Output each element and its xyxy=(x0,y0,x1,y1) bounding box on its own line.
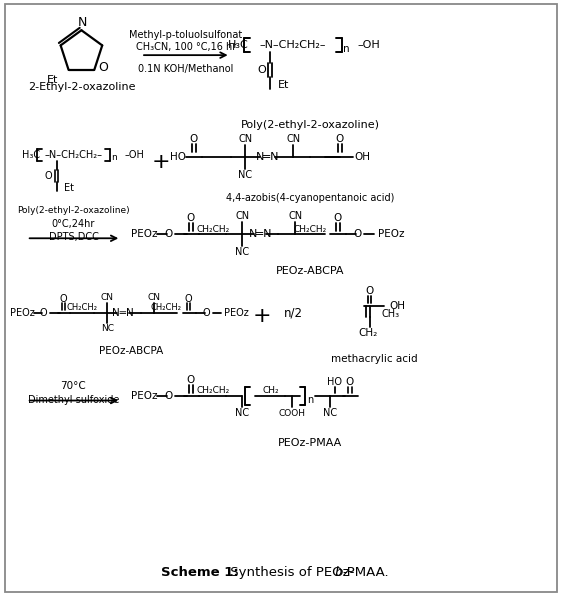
Text: Et: Et xyxy=(63,182,73,193)
Text: O: O xyxy=(40,308,48,318)
Text: CH₂: CH₂ xyxy=(262,386,279,395)
Text: –OH: –OH xyxy=(124,150,144,160)
Text: PEOz-ABCPA: PEOz-ABCPA xyxy=(99,346,163,356)
Text: CN: CN xyxy=(148,293,160,302)
Text: CH₂CH₂: CH₂CH₂ xyxy=(196,386,229,395)
Text: NC: NC xyxy=(323,408,337,418)
Text: O: O xyxy=(45,170,52,181)
Text: PEOz: PEOz xyxy=(131,390,158,401)
Text: –OH: –OH xyxy=(358,40,380,50)
Text: CN: CN xyxy=(101,293,114,302)
Text: b: b xyxy=(335,566,343,579)
Text: NC: NC xyxy=(101,324,114,333)
Text: N═N: N═N xyxy=(256,151,279,162)
Text: 4,4-azobis(4-cyanopentanoic acid): 4,4-azobis(4-cyanopentanoic acid) xyxy=(226,194,394,203)
Text: NC: NC xyxy=(238,170,252,179)
Text: Scheme 1:: Scheme 1: xyxy=(161,566,239,579)
Text: OH: OH xyxy=(355,151,371,162)
Text: O: O xyxy=(165,390,173,401)
Text: 0.1N KOH/Methanol: 0.1N KOH/Methanol xyxy=(138,64,233,74)
Text: CN: CN xyxy=(288,212,302,221)
Text: PEOz-ABCPA: PEOz-ABCPA xyxy=(276,266,344,276)
Text: CN: CN xyxy=(236,212,250,221)
Text: NC: NC xyxy=(236,408,250,418)
Text: H₃C: H₃C xyxy=(228,40,249,50)
Text: O: O xyxy=(59,294,67,304)
Text: COOH: COOH xyxy=(279,409,306,418)
Text: PEOz-PMAA: PEOz-PMAA xyxy=(278,438,342,448)
Text: O: O xyxy=(353,229,362,240)
Text: PEOz: PEOz xyxy=(224,308,249,318)
Text: O: O xyxy=(185,294,192,304)
Text: CH₂: CH₂ xyxy=(358,328,378,338)
Text: N: N xyxy=(78,15,87,29)
Text: O: O xyxy=(165,229,173,240)
Text: O: O xyxy=(187,375,195,384)
Text: Methyl-p-toluolsulfonat: Methyl-p-toluolsulfonat xyxy=(129,30,242,41)
Text: methacrylic acid: methacrylic acid xyxy=(332,353,418,364)
Text: Synthesis of PEOz-: Synthesis of PEOz- xyxy=(226,566,354,579)
Text: n: n xyxy=(307,395,313,405)
Text: OH: OH xyxy=(389,301,406,311)
Text: CN: CN xyxy=(286,134,300,144)
Text: n: n xyxy=(343,44,349,54)
Text: 2-Ethyl-2-oxazoline: 2-Ethyl-2-oxazoline xyxy=(27,82,135,92)
Text: HO: HO xyxy=(170,151,186,162)
Text: HO: HO xyxy=(328,377,342,387)
Text: O: O xyxy=(336,134,344,144)
Text: O: O xyxy=(334,213,342,224)
Text: CN: CN xyxy=(238,134,252,144)
Text: Poly(2-ethyl-2-oxazoline): Poly(2-ethyl-2-oxazoline) xyxy=(17,206,130,215)
Text: -PMAA.: -PMAA. xyxy=(342,566,389,579)
Text: CH₃: CH₃ xyxy=(381,309,400,319)
Text: DPTS,DCC: DPTS,DCC xyxy=(49,232,98,243)
FancyBboxPatch shape xyxy=(5,4,557,592)
Text: Dimethyl sulfoxide: Dimethyl sulfoxide xyxy=(28,395,119,405)
Text: O: O xyxy=(257,65,266,75)
Text: O: O xyxy=(98,61,108,74)
Text: CH₂CH₂: CH₂CH₂ xyxy=(196,225,229,234)
Text: 0°C,24hr: 0°C,24hr xyxy=(52,219,95,229)
Text: CH₂CH₂: CH₂CH₂ xyxy=(293,225,327,234)
Text: H₃C: H₃C xyxy=(22,150,40,160)
Text: Poly(2-ethyl-2-oxazoline): Poly(2-ethyl-2-oxazoline) xyxy=(241,120,380,130)
Text: CH₂CH₂: CH₂CH₂ xyxy=(67,303,98,312)
Text: PEOz: PEOz xyxy=(378,229,404,240)
Text: N═N: N═N xyxy=(112,308,134,318)
Text: –N–CH₂CH₂–: –N–CH₂CH₂– xyxy=(44,150,103,160)
Text: +: + xyxy=(253,306,272,326)
Text: CH₂CH₂: CH₂CH₂ xyxy=(150,303,181,312)
Text: n: n xyxy=(112,153,117,162)
Text: PEOz: PEOz xyxy=(10,308,35,318)
Text: O: O xyxy=(187,213,195,224)
Text: n/2: n/2 xyxy=(284,306,303,319)
Text: Et: Et xyxy=(278,80,289,90)
Text: NC: NC xyxy=(236,247,250,257)
Text: 70°C: 70°C xyxy=(61,381,86,390)
Text: N═N: N═N xyxy=(249,229,272,240)
Text: +: + xyxy=(151,151,171,172)
Text: Et: Et xyxy=(47,75,58,85)
Text: PEOz: PEOz xyxy=(131,229,158,240)
Text: O: O xyxy=(190,134,198,144)
Text: CH₃CN, 100 °C,16 hr: CH₃CN, 100 °C,16 hr xyxy=(136,42,236,52)
Text: –N–CH₂CH₂–: –N–CH₂CH₂– xyxy=(260,40,327,50)
Text: O: O xyxy=(346,377,354,387)
Text: O: O xyxy=(203,308,210,318)
Text: O: O xyxy=(366,286,374,296)
